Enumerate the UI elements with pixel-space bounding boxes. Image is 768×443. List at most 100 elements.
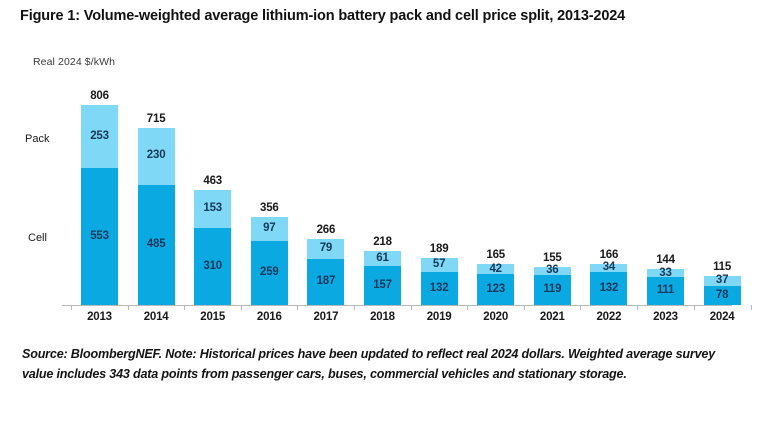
x-axis-tick-label: 2021 [539, 310, 565, 323]
x-axis-tick-label: 2014 [143, 310, 169, 323]
bar-segment-pack[interactable]: 36 [533, 264, 571, 277]
bar-segment-cell[interactable]: 132 [590, 272, 628, 305]
axis-tick-mark [637, 305, 638, 310]
bar-segment-cell[interactable]: 119 [533, 275, 571, 305]
segment-value-pack: 42 [489, 262, 502, 275]
bar-total-label: 166 [599, 248, 619, 261]
bar-total-label: 266 [316, 223, 336, 236]
bar-total-label: 165 [486, 249, 505, 262]
bar-segment-pack[interactable]: 79 [307, 238, 345, 259]
segment-value-cell: 78 [715, 288, 729, 301]
bar-segment-cell[interactable]: 157 [364, 266, 401, 305]
segment-value-cell: 157 [373, 278, 392, 291]
axis-tick-mark [184, 305, 186, 310]
segment-value-cell: 259 [260, 266, 279, 279]
axis-tick-mark [750, 305, 752, 310]
bar-segment-cell[interactable]: 123 [477, 274, 515, 305]
bar-total-label: 115 [713, 261, 732, 274]
bar-group[interactable]: 165 42 123 2020 [477, 249, 515, 323]
bar-segment-cell[interactable]: 485 [137, 184, 175, 305]
segment-value-pack: 57 [432, 258, 446, 271]
x-axis-tick-label: 2023 [653, 310, 678, 323]
bar-group[interactable]: 463 153 310 2015 [194, 175, 232, 323]
bar-group[interactable]: 155 36 119 2021 [533, 252, 571, 323]
segment-value-pack: 97 [263, 221, 276, 234]
segment-value-cell: 132 [429, 281, 449, 294]
bar-group[interactable]: 266 79 187 2017 [307, 224, 345, 323]
bar-group[interactable]: 189 57 132 2019 [420, 243, 458, 323]
axis-tick-mark [127, 305, 129, 310]
bar-total-label: 463 [203, 175, 222, 188]
axis-tick-mark [410, 305, 412, 310]
bar-total-label: 189 [429, 243, 449, 256]
bar-segment-cell[interactable]: 111 [647, 277, 684, 305]
axis-tick-mark [693, 305, 695, 310]
series-label-pack: Pack [25, 133, 50, 145]
bar-segment-pack[interactable]: 37 [703, 274, 741, 287]
bar-segment-pack[interactable]: 253 [81, 105, 118, 168]
bar-segment-pack[interactable]: 97 [250, 216, 288, 241]
chart-plot-area: Pack Cell 806 253 553 2013 715 230 485 2014 463 1… [25, 90, 752, 323]
bar-group[interactable]: 715 230 485 2014 [137, 113, 175, 323]
axis-tick-mark [354, 305, 355, 310]
x-axis-tick-label: 2013 [87, 311, 112, 323]
bar-segment-pack[interactable]: 230 [137, 127, 175, 185]
x-axis-tick-label: 2022 [596, 310, 622, 323]
bar-segment-pack[interactable]: 57 [420, 258, 458, 273]
segment-value-pack: 36 [546, 264, 559, 277]
bar-total-label: 715 [146, 112, 166, 125]
bar-segment-cell[interactable]: 259 [250, 240, 288, 305]
x-axis-baseline [62, 305, 732, 306]
bar-total-label: 806 [90, 90, 109, 102]
segment-value-pack: 34 [602, 261, 616, 274]
segment-value-cell: 132 [599, 281, 619, 294]
source-note: Source: BloombergNEF. Note: Historical p… [22, 347, 716, 382]
bar-segment-cell[interactable]: 187 [307, 258, 345, 305]
y-axis-unit-label: Real 2024 $/kWh [33, 56, 116, 68]
bar-segment-cell[interactable]: 78 [703, 285, 741, 305]
bar-segment-pack[interactable]: 153 [194, 190, 232, 229]
bar-total-label: 356 [260, 201, 279, 214]
bar-segment-pack[interactable]: 61 [364, 250, 401, 267]
axis-tick-mark [240, 305, 242, 310]
segment-value-cell: 187 [316, 275, 336, 288]
segment-value-cell: 111 [656, 284, 675, 297]
segment-value-pack: 61 [376, 251, 389, 264]
x-axis-tick-label: 2016 [256, 310, 282, 323]
bar-segment-pack[interactable]: 42 [477, 262, 515, 275]
bar-segment-pack[interactable]: 34 [590, 261, 628, 274]
bar-total-label: 218 [373, 235, 392, 248]
segment-value-pack: 230 [146, 149, 166, 162]
axis-tick-mark [297, 305, 299, 310]
bar-group[interactable]: 144 33 111 2023 [647, 254, 684, 323]
axis-tick-mark [467, 305, 469, 310]
x-axis-tick-label: 2017 [313, 310, 339, 323]
segment-value-cell: 310 [203, 259, 222, 272]
segment-value-pack: 37 [715, 274, 729, 287]
series-label-cell: Cell [28, 232, 47, 244]
segment-value-pack: 79 [319, 242, 333, 255]
bar-segment-cell[interactable]: 132 [420, 272, 458, 305]
segment-value-pack: 33 [659, 266, 672, 279]
bar-segment-cell[interactable]: 553 [81, 167, 118, 305]
segment-value-pack: 153 [203, 202, 222, 215]
axis-tick-mark [523, 305, 525, 310]
bar-group[interactable]: 356 97 259 2016 [250, 202, 288, 323]
segment-value-pack: 253 [90, 129, 109, 142]
bar-group[interactable]: 166 34 132 2022 [590, 249, 628, 323]
axis-tick-mark [580, 305, 582, 310]
segment-value-cell: 119 [543, 283, 562, 296]
x-axis-tick-label: 2020 [483, 310, 509, 323]
segment-value-cell: 123 [486, 282, 505, 295]
bar-group[interactable]: 806 253 553 2013 [81, 90, 118, 323]
bar-group[interactable]: 115 37 78 2024 [703, 261, 741, 323]
x-axis-tick-label: 2018 [370, 310, 395, 323]
bar-segment-cell[interactable]: 310 [194, 228, 232, 305]
x-axis-tick-label: 2015 [200, 310, 226, 323]
bar-group[interactable]: 218 61 157 2018 [364, 236, 401, 323]
segment-value-cell: 553 [90, 229, 109, 242]
axis-tick-mark [71, 305, 72, 310]
bar-total-label: 155 [543, 251, 562, 264]
bar-segment-pack[interactable]: 33 [647, 266, 684, 279]
